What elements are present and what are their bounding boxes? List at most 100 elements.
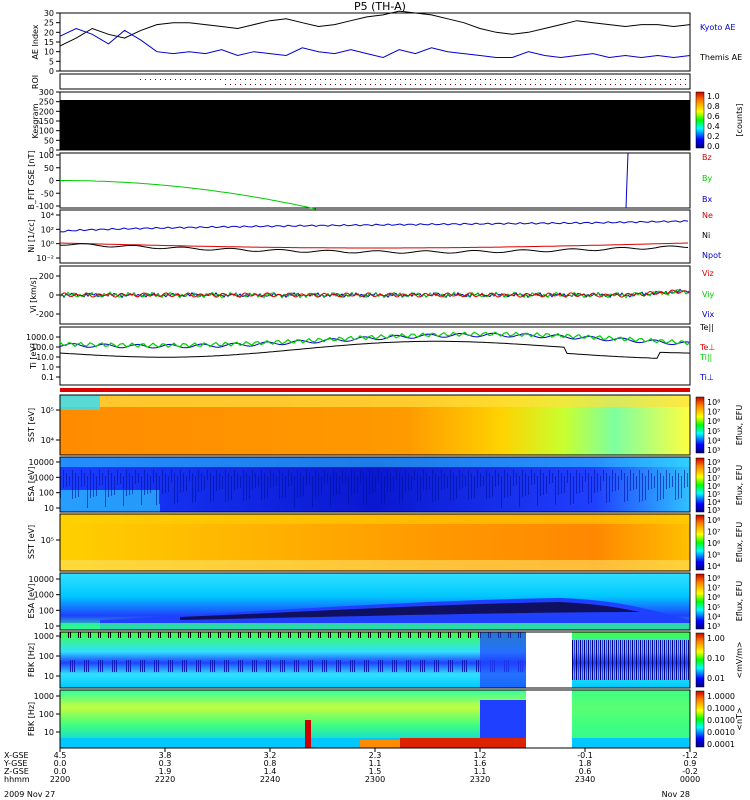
fbk2-ytick-label: 100 bbox=[39, 710, 54, 719]
ni-yticks: 10⁴ 10² 10⁰ 10⁻² bbox=[36, 211, 60, 263]
ae-ytick-label: 25 bbox=[44, 19, 54, 28]
ae-ytick-label: 0 bbox=[49, 67, 54, 76]
x-tick-label: 1.4 bbox=[264, 767, 277, 776]
bz-legend: Bz bbox=[702, 153, 712, 162]
esa2-colorbar-label: Eflux, EFU bbox=[735, 581, 744, 622]
sst1-colorbar-label: Eflux, EFU bbox=[735, 405, 744, 446]
x-row-label: Z-GSE bbox=[4, 767, 29, 776]
kesgram-colorbar-tick: 0.2 bbox=[707, 132, 720, 141]
ti-ytick-label: 100.0 bbox=[31, 343, 54, 352]
ti-par-series bbox=[59, 331, 691, 348]
x-tick-label: -1.2 bbox=[682, 751, 698, 760]
ae-ytick-label: 10 bbox=[44, 48, 54, 57]
x-tick-label: 1.8 bbox=[579, 759, 592, 768]
ti-par-legend: Ti|| bbox=[699, 353, 712, 362]
bfit-ytick-label: -50 bbox=[41, 189, 54, 198]
fbk1-panel: FBK [Hz] 1000 100 10 1.00 0.10 0.01 <mV/m> bbox=[27, 631, 744, 689]
bfit-ylabel: B_FIT GSE [nT] bbox=[27, 151, 36, 210]
bfit-panel: B_FIT GSE [nT] 100 50 0 -50 -100 Bz By Bx bbox=[27, 151, 712, 211]
themis-ae-legend: Themis AE bbox=[699, 53, 742, 62]
x-row-label: hhmm bbox=[4, 775, 30, 784]
x-tick-label: 4.5 bbox=[54, 751, 67, 760]
fbk2-ytick-label: 10 bbox=[44, 728, 54, 737]
x-tick-label: 1.9 bbox=[159, 767, 172, 776]
kesgram-ytick-label: 0 bbox=[49, 146, 54, 155]
sst1-colorbar-tick: 10³ bbox=[707, 446, 720, 455]
fbk2-colorbar-ticks: 1.0000 0.1000 0.0100 0.0010 0.0001 bbox=[707, 692, 735, 749]
kesgram-colorbar-tick: 0.0 bbox=[707, 142, 720, 151]
esa2-colorbar-tick: 10⁵ bbox=[707, 603, 720, 612]
kesgram-ytick-label: 250 bbox=[39, 98, 54, 107]
bfit-yticks: 100 50 0 -50 -100 bbox=[36, 151, 60, 211]
esa2-colorbar-tick: 10⁶ bbox=[707, 593, 720, 602]
bfit-ytick-label: -100 bbox=[36, 202, 54, 211]
fbk1-ytick-label: 10 bbox=[44, 672, 54, 681]
esa1-colorbar-tick: 10³ bbox=[707, 506, 720, 515]
x-tick-label: 2240 bbox=[260, 775, 280, 784]
sst2-colorbar-label: Eflux, EFU bbox=[735, 522, 744, 563]
x-tick-label: 1.1 bbox=[474, 767, 487, 776]
vi-yticks: 200 0 -200 bbox=[36, 272, 60, 319]
fbk2-colorbar-tick: 0.1000 bbox=[707, 704, 735, 713]
esa1-texture bbox=[60, 470, 688, 508]
x-tick-label: 0.8 bbox=[264, 759, 277, 768]
themis-ae-series bbox=[59, 27, 691, 59]
ae-ytick-label: 15 bbox=[44, 38, 54, 47]
sst2-colorbar-tick: 10⁷ bbox=[707, 528, 720, 537]
fbk1-colorbar-label: <mV/m> bbox=[735, 641, 744, 678]
esa2-ylabel: ESA [eV] bbox=[27, 584, 36, 619]
date-right: Nov 28 bbox=[662, 790, 690, 799]
esa1-colorbar-tick: 10⁴ bbox=[707, 498, 720, 507]
sst2-colorbar bbox=[695, 514, 705, 571]
kesgram-ylabel: Kesgram bbox=[31, 103, 40, 138]
fbk2-colorbar-tick: 1.0000 bbox=[707, 692, 735, 701]
kesgram-ytick-label: 100 bbox=[39, 127, 54, 136]
bx-legend: Bx bbox=[702, 195, 712, 204]
sst2-colorbar-ticks: 10⁸ 10⁷ 10⁶ 10⁵ 10⁴ bbox=[707, 516, 720, 571]
fbk2-yticks: 1000 100 10 bbox=[34, 692, 60, 737]
ni-ytick-label: 10⁴ bbox=[41, 211, 54, 220]
esa1-colorbar-label: Eflux, EFU bbox=[735, 465, 744, 506]
x-tick-label: 3.2 bbox=[264, 751, 277, 760]
esa1-colorbar-tick: 10⁸ bbox=[707, 466, 720, 475]
esa1-colorbar-tick: 10⁶ bbox=[707, 482, 720, 491]
npot-legend: Npot bbox=[702, 251, 721, 260]
kesgram-colorbar-tick: 0.4 bbox=[707, 122, 720, 131]
kesgram-ytick-label: 150 bbox=[39, 117, 54, 126]
ti-ytick-label: 10.0 bbox=[36, 353, 54, 362]
vi-ytick-label: 200 bbox=[39, 272, 54, 281]
sst1-colorbar-tick: 10⁵ bbox=[707, 427, 720, 436]
sst2-colorbar-tick: 10⁸ bbox=[707, 516, 720, 525]
x-row-label: Y-GSE bbox=[3, 759, 27, 768]
esa1-colorbar bbox=[695, 457, 705, 513]
x-tick-label: 0.0 bbox=[54, 767, 67, 776]
x-tick-label: 2300 bbox=[365, 775, 385, 784]
esa2-colorbar-tick: 10³ bbox=[707, 622, 720, 631]
figure-title: P5 (TH-A) bbox=[354, 0, 406, 13]
x-tick-label: 2340 bbox=[575, 775, 595, 784]
fbk1-colorbar-tick: 1.00 bbox=[707, 634, 725, 643]
kesgram-fill bbox=[60, 100, 690, 150]
sst1-colorbar-tick: 10⁴ bbox=[707, 436, 720, 445]
ni-panel: Ni [1/cc] 10⁴ 10² 10⁰ 10⁻² Ne Ni Npot bbox=[27, 209, 721, 264]
esa1-ytick-label: 100 bbox=[39, 489, 54, 498]
x-tick-label: 0.3 bbox=[159, 759, 172, 768]
ni-series bbox=[60, 243, 689, 254]
kesgram-ytick-label: 50 bbox=[44, 136, 54, 145]
fbk1-ytick-label: 100 bbox=[39, 652, 54, 661]
esa2-colorbar-tick: 10⁴ bbox=[707, 612, 720, 621]
vi-ytick-label: -200 bbox=[36, 310, 54, 319]
sst1-ytick-label: 10⁴ bbox=[41, 436, 54, 445]
viz-series bbox=[59, 289, 691, 298]
sst2-colorbar-tick: 10⁶ bbox=[707, 539, 720, 548]
esa1-colorbar-tick: 10⁹ bbox=[707, 458, 720, 467]
vix-legend: Vix bbox=[702, 310, 715, 319]
